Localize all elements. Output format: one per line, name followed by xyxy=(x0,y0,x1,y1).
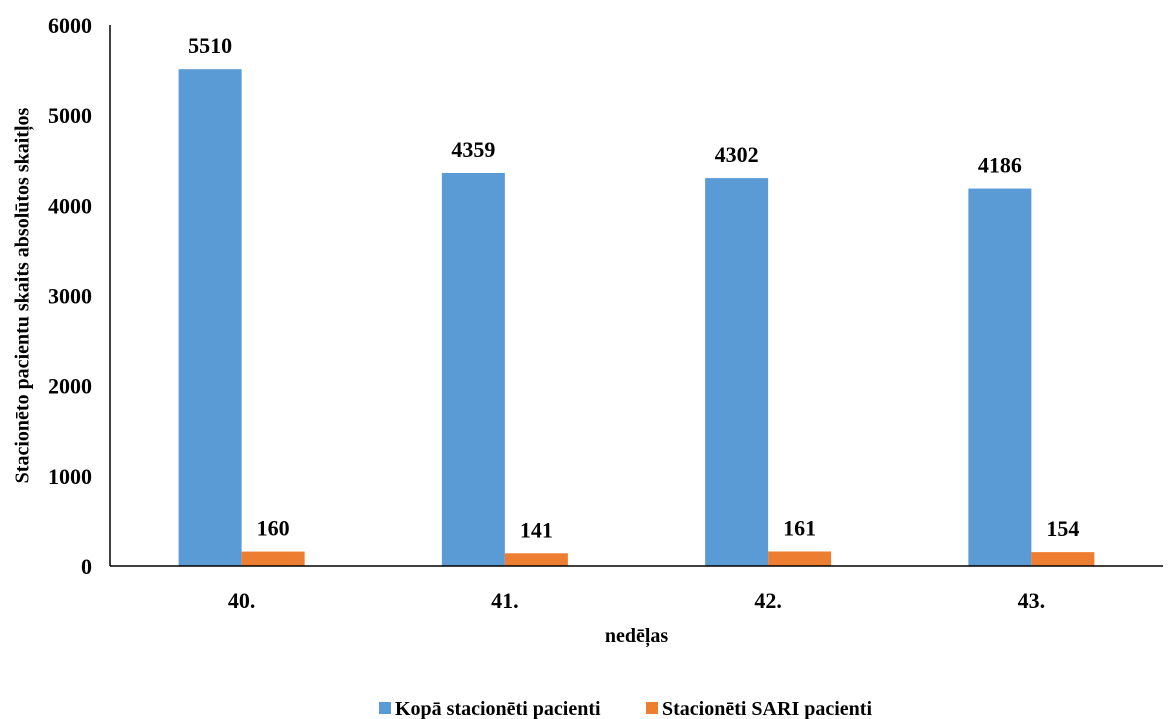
y-tick-labels: 0 1000 2000 3000 4000 5000 6000 xyxy=(48,13,92,579)
data-label-sari-patients: 154 xyxy=(1046,516,1079,541)
bar-total-patients xyxy=(178,69,242,566)
x-tick-label: 41. xyxy=(491,588,519,613)
data-label-sari-patients: 161 xyxy=(783,515,816,540)
data-label-total-patients: 4302 xyxy=(715,142,759,167)
x-axis-title: nedēļas xyxy=(605,625,669,648)
y-tick-label: 3000 xyxy=(48,284,92,309)
y-tick-label: 2000 xyxy=(48,374,92,399)
data-label-sari-patients: 160 xyxy=(257,516,290,541)
x-tick-label: 43. xyxy=(1018,588,1046,613)
y-axis-title: Stacionēto pacientu skaits absolūtos ska… xyxy=(12,107,35,483)
y-tick-label: 1000 xyxy=(48,464,92,489)
x-tick-label: 42. xyxy=(754,588,782,613)
legend-swatch xyxy=(646,702,658,714)
bar-total-patients xyxy=(968,188,1032,567)
y-tick-label: 0 xyxy=(81,554,92,579)
data-label-total-patients: 5510 xyxy=(188,33,232,58)
data-label-sari-patients: 141 xyxy=(520,517,553,542)
data-label-total-patients: 4186 xyxy=(978,153,1022,178)
legend-label: Kopā stacionēti pacienti xyxy=(395,698,601,719)
data-labels: 5510 160 4359 141 4302 161 4186 154 xyxy=(188,33,1079,542)
legend-label: Stacionēti SARI pacienti xyxy=(662,698,872,719)
legend-swatch xyxy=(379,702,391,714)
x-tick-label: 40. xyxy=(228,588,256,613)
y-tick-label: 4000 xyxy=(48,193,92,218)
bar-total-patients xyxy=(441,172,505,566)
y-tick-label: 6000 xyxy=(48,13,92,38)
bars xyxy=(178,69,1095,567)
bar-sari-patients xyxy=(241,551,305,566)
data-label-total-patients: 4359 xyxy=(451,137,495,162)
legend: Kopā stacionēti pacienti Stacionēti SARI … xyxy=(379,698,872,719)
bar-total-patients xyxy=(705,178,769,566)
bar-sari-patients xyxy=(504,553,568,566)
bar-sari-patients xyxy=(1031,552,1095,566)
x-tick-labels: 40. 41. 42. 43. xyxy=(228,588,1045,613)
y-tick-label: 5000 xyxy=(48,103,92,128)
bar-sari-patients xyxy=(768,551,832,566)
